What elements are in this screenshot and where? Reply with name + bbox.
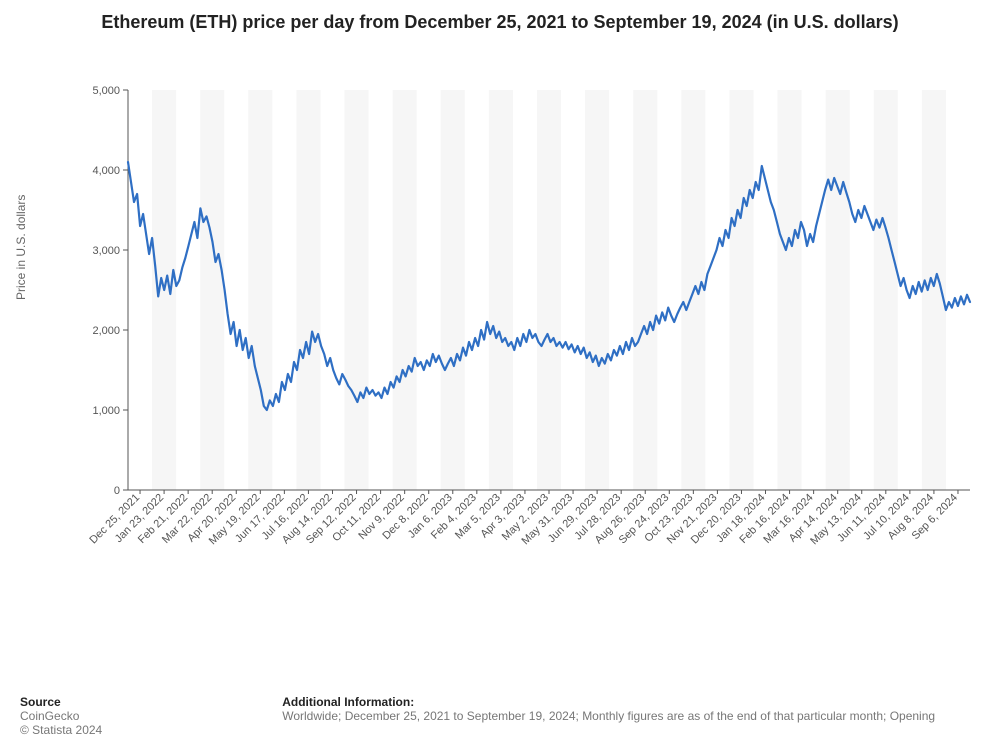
- chart-footer: Source CoinGecko © Statista 2024 Additio…: [20, 695, 1000, 737]
- additional-heading: Additional Information:: [282, 695, 414, 709]
- svg-text:1,000: 1,000: [92, 405, 120, 417]
- additional-info-block: Additional Information: Worldwide; Decem…: [282, 695, 935, 737]
- svg-text:5,000: 5,000: [92, 85, 120, 97]
- source-heading: Source: [20, 695, 61, 709]
- additional-text: Worldwide; December 25, 2021 to Septembe…: [282, 709, 935, 723]
- chart-title: Ethereum (ETH) price per day from Decemb…: [0, 0, 1000, 34]
- copyright-text: © Statista 2024: [20, 723, 102, 737]
- svg-text:4,000: 4,000: [92, 165, 120, 177]
- chart-plot: 01,0002,0003,0004,0005,000Dec 25, 2021Ja…: [80, 80, 980, 590]
- source-block: Source CoinGecko © Statista 2024: [20, 695, 102, 737]
- source-name: CoinGecko: [20, 709, 79, 723]
- y-axis-label: Price in U.S. dollars: [14, 195, 28, 300]
- svg-text:0: 0: [114, 485, 120, 497]
- line-chart-svg: 01,0002,0003,0004,0005,000Dec 25, 2021Ja…: [80, 80, 980, 590]
- svg-text:2,000: 2,000: [92, 325, 120, 337]
- svg-text:3,000: 3,000: [92, 245, 120, 257]
